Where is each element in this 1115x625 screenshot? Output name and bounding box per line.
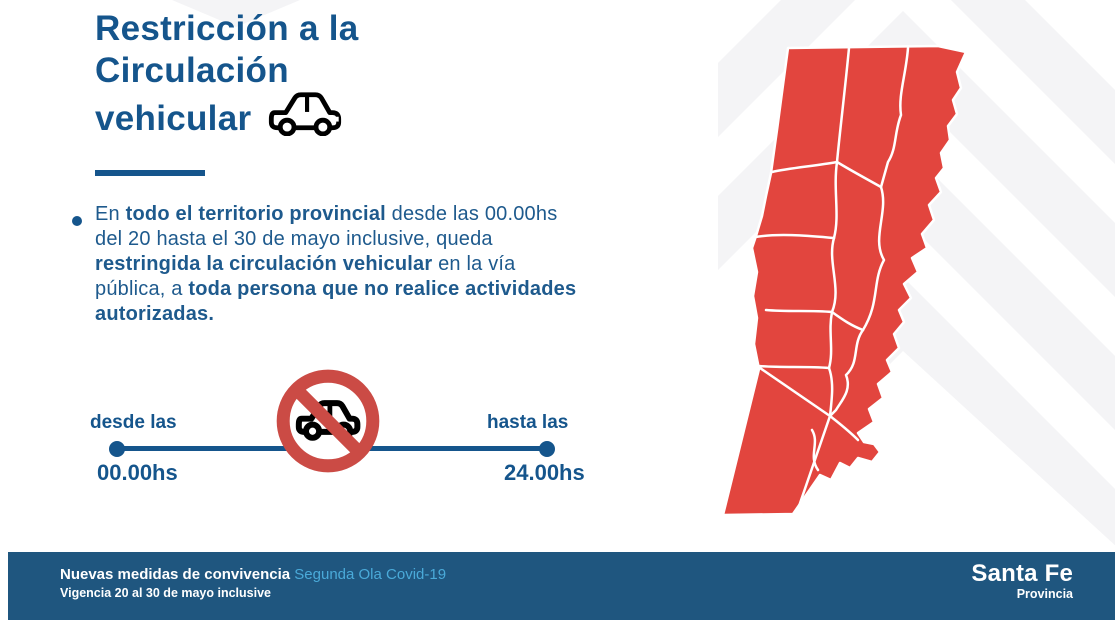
page-title: Restricción a la Circulación vehicular	[95, 8, 359, 140]
santa-fe-province-map	[721, 44, 968, 517]
province-outline	[721, 44, 968, 517]
car-icon	[267, 92, 343, 136]
to-label: hasta las	[487, 412, 569, 433]
from-label: desde las	[90, 412, 177, 433]
bullet-point	[72, 216, 82, 226]
to-time: 24.00hs	[504, 460, 585, 485]
title-line: vehicular	[95, 99, 252, 138]
footer-bar: Nuevas medidas de convivencia Segunda Ol…	[8, 552, 1115, 620]
footer-headline: Nuevas medidas de convivencia Segunda Ol…	[60, 565, 446, 585]
footer-headline-tag: Segunda Ola Covid-19	[294, 566, 447, 583]
title-divider	[95, 170, 205, 176]
title-line: Circulación	[95, 51, 289, 90]
brand-subtitle: Provincia	[1016, 587, 1073, 601]
timeline-end-dot	[539, 441, 555, 457]
no-car-prohibition-icon	[275, 368, 381, 474]
department-borders	[753, 46, 910, 514]
restriction-paragraph: En todo el territorio provincial desde l…	[95, 203, 577, 325]
title-line: Restricción a la	[95, 9, 359, 48]
footer-validity: Vigencia 20 al 30 de mayo inclusive	[60, 586, 271, 600]
footer-text: Nuevas medidas de convivencia Segunda Ol…	[60, 565, 446, 602]
brand-name: Santa Fe	[971, 560, 1073, 587]
timeline-start-dot	[109, 441, 125, 457]
from-time: 00.00hs	[97, 460, 178, 485]
footer-headline-main: Nuevas medidas de convivencia	[60, 566, 291, 583]
santa-fe-provincia-logo: Santa Fe Provincia	[971, 560, 1073, 602]
